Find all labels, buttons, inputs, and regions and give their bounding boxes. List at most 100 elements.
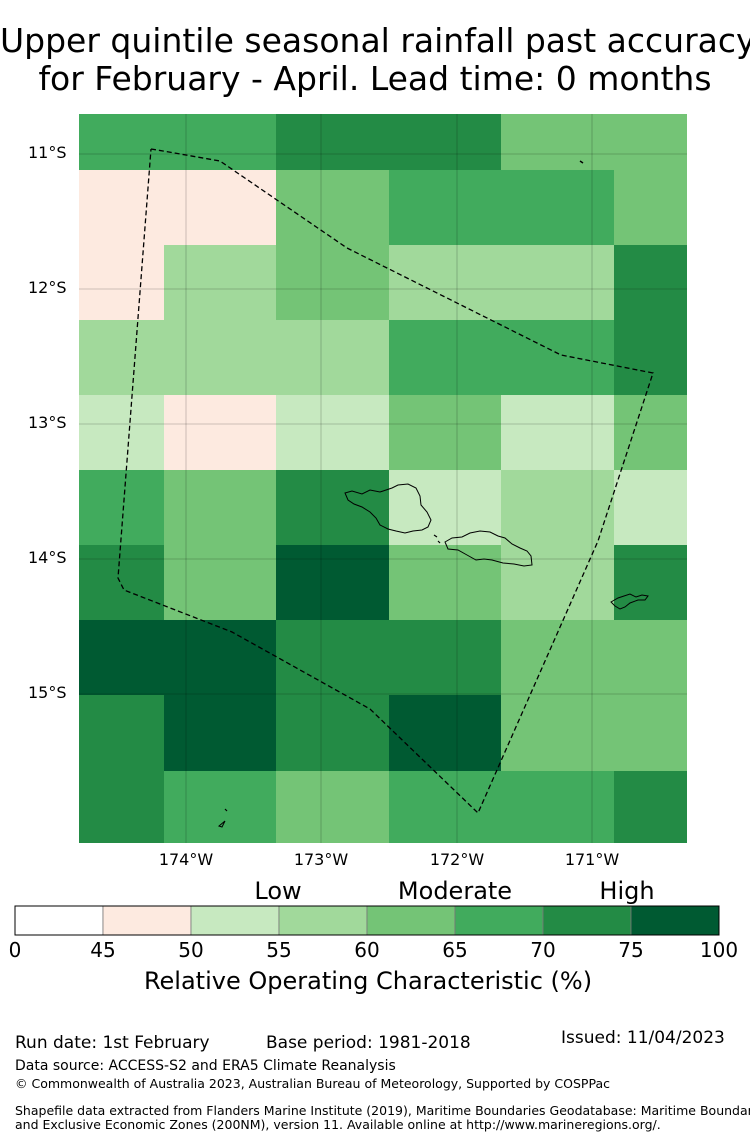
base-period: Base period: 1981-2018 (266, 1033, 471, 1053)
shapefile-credit-line-1: Shapefile data extracted from Flanders M… (15, 1103, 750, 1118)
grid-cell-r8-c0 (79, 695, 164, 771)
run-date: Run date: 1st February (15, 1033, 210, 1053)
category-high: High (599, 877, 655, 905)
grid-cell-r9-c0 (79, 771, 164, 843)
colorbar-bin-0-45 (14, 905, 104, 936)
grid-cell-r5-c5 (614, 470, 687, 545)
grid-cell-r7-c0 (79, 620, 164, 695)
lon-label-174w: 174°W (158, 850, 214, 869)
colorbar-title: Relative Operating Characteristic (%) (143, 967, 593, 995)
grid-cell-r4-c0 (79, 395, 164, 470)
colorbar-bin-75-100 (630, 905, 720, 936)
lat-label-11s: 11°S (28, 143, 67, 162)
grid-cell-r9-c1 (164, 771, 276, 843)
grid-cell-r7-c1 (164, 620, 276, 695)
map-title: Upper quintile seasonal rainfall past ac… (0, 22, 750, 98)
grid-cell-r3-c5 (614, 320, 687, 395)
grid-cell-r3-c0 (79, 320, 164, 395)
colorbar-bin-50-55 (190, 905, 280, 936)
colorbar-tick-65: 65 (442, 938, 468, 962)
southwest-islet-2 (224, 808, 228, 812)
colorbar-tick-55: 55 (266, 938, 292, 962)
grid-cell-r0-c2 (276, 114, 389, 170)
grid-cell-r5-c1 (164, 470, 276, 545)
grid-cell-r0-c4 (501, 114, 614, 170)
upolu-island (444, 530, 533, 567)
grid-cell-r4-c3 (389, 395, 501, 470)
grid-cell-r6-c4 (501, 545, 614, 620)
grid-cell-r6-c2 (276, 545, 389, 620)
colorbar-outline (14, 905, 720, 936)
grid-cell-r8-c4 (501, 695, 614, 771)
grid-cell-r8-c1 (164, 695, 276, 771)
grid-cell-r4-c2 (276, 395, 389, 470)
grid-cell-r1-c4 (501, 170, 614, 245)
copyright-notice: © Commonwealth of Australia 2023, Austra… (15, 1076, 610, 1091)
grid-cell-r9-c5 (614, 771, 687, 843)
lon-label-171w: 171°W (564, 850, 620, 869)
issued-date: Issued: 11/04/2023 (561, 1028, 725, 1048)
apolima-islet (433, 534, 438, 538)
grid-cell-r2-c4 (501, 245, 614, 320)
grid-cell-r0-c0 (79, 114, 164, 170)
grid-cell-r8-c5 (614, 695, 687, 771)
grid-cell-r1-c1 (164, 170, 276, 245)
colorbar-tick-75: 75 (618, 938, 644, 962)
lon-label-172w: 172°W (429, 850, 485, 869)
grid-cell-r6-c1 (164, 545, 276, 620)
grid-cell-r1-c0 (79, 170, 164, 245)
grid-cell-r9-c2 (276, 771, 389, 843)
grid-cell-r8-c2 (276, 695, 389, 771)
grid-cell-r4-c5 (614, 395, 687, 470)
colorbar-tick-50: 50 (178, 938, 204, 962)
grid-cell-r4-c4 (501, 395, 614, 470)
southwest-islet (217, 820, 226, 828)
grid-cell-r4-c1 (164, 395, 276, 470)
grid-cell-r3-c1 (164, 320, 276, 395)
grid-cell-r0-c1 (164, 114, 276, 170)
data-source: Data source: ACCESS-S2 and ERA5 Climate … (15, 1058, 396, 1074)
grid-cell-r3-c3 (389, 320, 501, 395)
colorbar-bin-45-50 (102, 905, 192, 936)
grid-cell-r7-c3 (389, 620, 501, 695)
grid-cell-r6-c3 (389, 545, 501, 620)
grid-cell-r5-c3 (389, 470, 501, 545)
colorbar-bin-70-75 (542, 905, 632, 936)
grid-cell-r2-c1 (164, 245, 276, 320)
colorbar-tick-100: 100 (699, 938, 739, 962)
savaii-island (344, 483, 432, 534)
colorbar-tick-60: 60 (354, 938, 380, 962)
lat-label-13s: 13°S (28, 413, 67, 432)
tutuila-island (610, 593, 649, 610)
grid-cell-r1-c5 (614, 170, 687, 245)
grid-cell-r9-c3 (389, 771, 501, 843)
colorbar-tick-45: 45 (90, 938, 116, 962)
grid-cell-r2-c3 (389, 245, 501, 320)
lat-label-15s: 15°S (28, 683, 67, 702)
lat-label-12s: 12°S (28, 278, 67, 297)
colorbar (14, 905, 720, 936)
grid-cell-r2-c5 (614, 245, 687, 320)
grid-cell-r7-c5 (614, 620, 687, 695)
colorbar-bin-60-65 (366, 905, 456, 936)
category-moderate: Moderate (397, 877, 513, 905)
colorbar-tick-0: 0 (8, 938, 22, 962)
manono-islet (437, 540, 441, 544)
grid-cell-r2-c2 (276, 245, 389, 320)
grid-cell-r3-c4 (501, 320, 614, 395)
grid-cell-r1-c2 (276, 170, 389, 245)
grid-cell-r5-c2 (276, 470, 389, 545)
title-line-2: for February - April. Lead time: 0 month… (38, 59, 712, 98)
rose-atoll-islet (579, 160, 584, 164)
lat-label-14s: 14°S (28, 548, 67, 567)
grid-cell-r1-c3 (389, 170, 501, 245)
lon-label-173w: 173°W (293, 850, 349, 869)
grid-cell-r9-c4 (501, 771, 614, 843)
grid-cell-r6-c0 (79, 545, 164, 620)
grid-cell-r0-c3 (389, 114, 501, 170)
shapefile-credit-line-2: and Exclusive Economic Zones (200NM), ve… (15, 1117, 661, 1132)
grid-cell-r8-c3 (389, 695, 501, 771)
title-line-1: Upper quintile seasonal rainfall past ac… (0, 21, 750, 60)
grid-cell-r5-c4 (501, 470, 614, 545)
